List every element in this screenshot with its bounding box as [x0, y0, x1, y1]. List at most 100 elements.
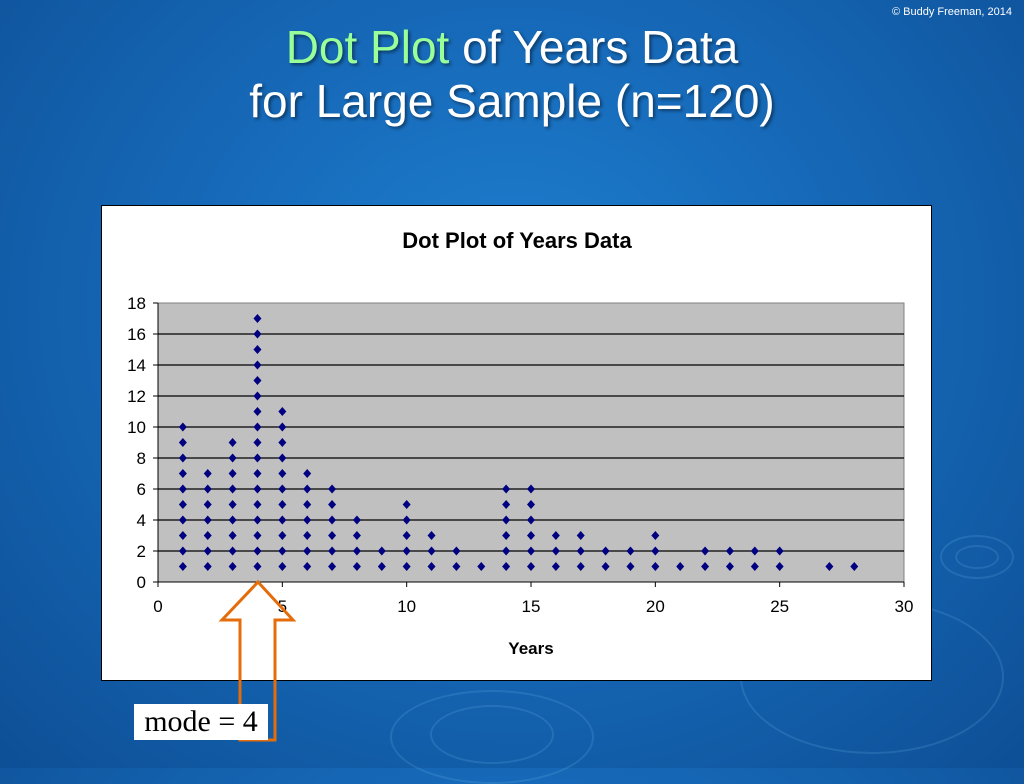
data-point	[527, 484, 535, 494]
data-point	[576, 546, 585, 556]
data-point	[850, 562, 859, 571]
data-point	[651, 531, 660, 540]
data-point	[402, 562, 411, 571]
data-point	[502, 531, 511, 540]
up-arrow-icon	[218, 579, 297, 742]
data-point	[750, 562, 759, 571]
ripple-decoration	[955, 545, 999, 569]
data-point	[601, 546, 610, 556]
title-highlight: Dot Plot	[285, 21, 450, 73]
x-axis-label: Years	[508, 639, 553, 658]
data-point	[178, 453, 187, 463]
data-point	[228, 515, 237, 525]
data-point	[601, 562, 610, 571]
data-point	[178, 469, 187, 478]
data-point	[253, 484, 262, 494]
x-tick-label: 25	[770, 597, 789, 616]
data-point	[750, 546, 759, 556]
data-point	[427, 546, 436, 556]
data-point	[303, 546, 312, 556]
data-point	[502, 484, 511, 494]
data-point	[651, 562, 660, 571]
data-point	[178, 500, 187, 509]
y-tick-label: 18	[127, 294, 146, 313]
data-point	[502, 546, 511, 556]
mode-arrow	[218, 579, 297, 742]
ripple-decoration	[940, 535, 1014, 579]
data-point	[377, 546, 386, 556]
data-point	[278, 531, 287, 540]
data-point	[328, 500, 337, 509]
data-point	[278, 453, 287, 463]
data-point	[452, 546, 461, 556]
data-point	[278, 500, 287, 509]
data-point	[178, 438, 187, 447]
title-line-2: for Large Sample (n=120)	[249, 75, 775, 127]
data-point	[228, 438, 237, 447]
y-tick-label: 8	[137, 449, 146, 468]
data-point	[253, 500, 262, 509]
data-point	[253, 453, 262, 463]
data-point	[825, 562, 834, 571]
data-point	[278, 484, 287, 494]
data-point	[303, 500, 312, 509]
data-point	[527, 546, 535, 556]
data-point	[303, 469, 312, 478]
data-point	[228, 484, 237, 494]
data-point	[701, 562, 710, 571]
data-point	[626, 546, 635, 556]
data-point	[253, 376, 262, 385]
data-point	[253, 546, 262, 556]
data-point	[502, 500, 511, 509]
y-tick-label: 0	[137, 573, 146, 592]
data-point	[278, 407, 287, 416]
data-point	[303, 484, 312, 494]
data-point	[253, 391, 262, 401]
data-point	[278, 469, 287, 478]
slide-title: Dot Plot of Years Data for Large Sample …	[0, 20, 1024, 128]
data-point	[527, 562, 535, 571]
data-point	[178, 484, 187, 494]
data-point	[427, 531, 436, 540]
data-point	[203, 469, 212, 478]
data-point	[228, 469, 237, 478]
data-point	[278, 422, 287, 432]
data-point	[626, 562, 635, 571]
data-point	[725, 562, 734, 571]
data-point	[377, 562, 386, 571]
data-point	[402, 515, 411, 525]
data-point	[551, 531, 560, 540]
data-point	[303, 562, 312, 571]
data-point	[253, 562, 262, 571]
data-point	[203, 546, 212, 556]
data-point	[775, 546, 784, 556]
y-tick-label: 6	[137, 480, 146, 499]
data-point	[352, 531, 361, 540]
data-point	[253, 360, 262, 370]
data-point	[178, 562, 187, 571]
data-point	[775, 562, 784, 571]
data-point	[278, 515, 287, 525]
data-point	[253, 345, 262, 354]
data-point	[253, 314, 262, 323]
data-point	[303, 531, 312, 540]
data-point	[203, 484, 212, 494]
data-point	[352, 515, 361, 525]
data-point	[228, 500, 237, 509]
x-tick-label: 30	[895, 597, 914, 616]
data-point	[725, 546, 734, 556]
data-point	[427, 562, 436, 571]
y-tick-label: 2	[137, 542, 146, 561]
data-point	[203, 531, 212, 540]
data-point	[228, 453, 237, 463]
data-point	[477, 562, 486, 571]
data-point	[502, 562, 511, 571]
data-point	[328, 562, 337, 571]
data-point	[253, 329, 262, 339]
data-point	[328, 484, 337, 494]
x-tick-label: 10	[397, 597, 416, 616]
data-point	[253, 531, 262, 540]
data-point	[178, 531, 187, 540]
data-point	[228, 546, 237, 556]
